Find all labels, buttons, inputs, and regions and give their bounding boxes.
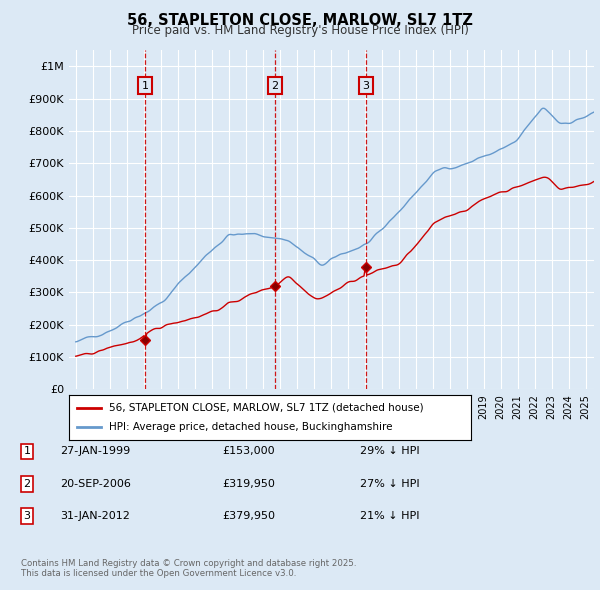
Text: 27% ↓ HPI: 27% ↓ HPI <box>360 479 419 489</box>
Text: Price paid vs. HM Land Registry's House Price Index (HPI): Price paid vs. HM Land Registry's House … <box>131 24 469 37</box>
Text: Contains HM Land Registry data © Crown copyright and database right 2025.: Contains HM Land Registry data © Crown c… <box>21 559 356 568</box>
Text: £153,000: £153,000 <box>222 447 275 456</box>
Text: £319,950: £319,950 <box>222 479 275 489</box>
Text: 21% ↓ HPI: 21% ↓ HPI <box>360 512 419 521</box>
Text: 2: 2 <box>23 479 31 489</box>
Text: This data is licensed under the Open Government Licence v3.0.: This data is licensed under the Open Gov… <box>21 569 296 578</box>
Text: 56, STAPLETON CLOSE, MARLOW, SL7 1TZ (detached house): 56, STAPLETON CLOSE, MARLOW, SL7 1TZ (de… <box>109 403 424 412</box>
Text: 3: 3 <box>362 81 370 91</box>
Text: 1: 1 <box>142 81 148 91</box>
Text: 27-JAN-1999: 27-JAN-1999 <box>60 447 130 456</box>
Text: 56, STAPLETON CLOSE, MARLOW, SL7 1TZ: 56, STAPLETON CLOSE, MARLOW, SL7 1TZ <box>127 13 473 28</box>
Text: 1: 1 <box>23 447 31 456</box>
Text: 31-JAN-2012: 31-JAN-2012 <box>60 512 130 521</box>
Text: 29% ↓ HPI: 29% ↓ HPI <box>360 447 419 456</box>
Text: £379,950: £379,950 <box>222 512 275 521</box>
Text: 3: 3 <box>23 512 31 521</box>
Text: 20-SEP-2006: 20-SEP-2006 <box>60 479 131 489</box>
Text: HPI: Average price, detached house, Buckinghamshire: HPI: Average price, detached house, Buck… <box>109 422 392 432</box>
Text: 2: 2 <box>271 81 278 91</box>
